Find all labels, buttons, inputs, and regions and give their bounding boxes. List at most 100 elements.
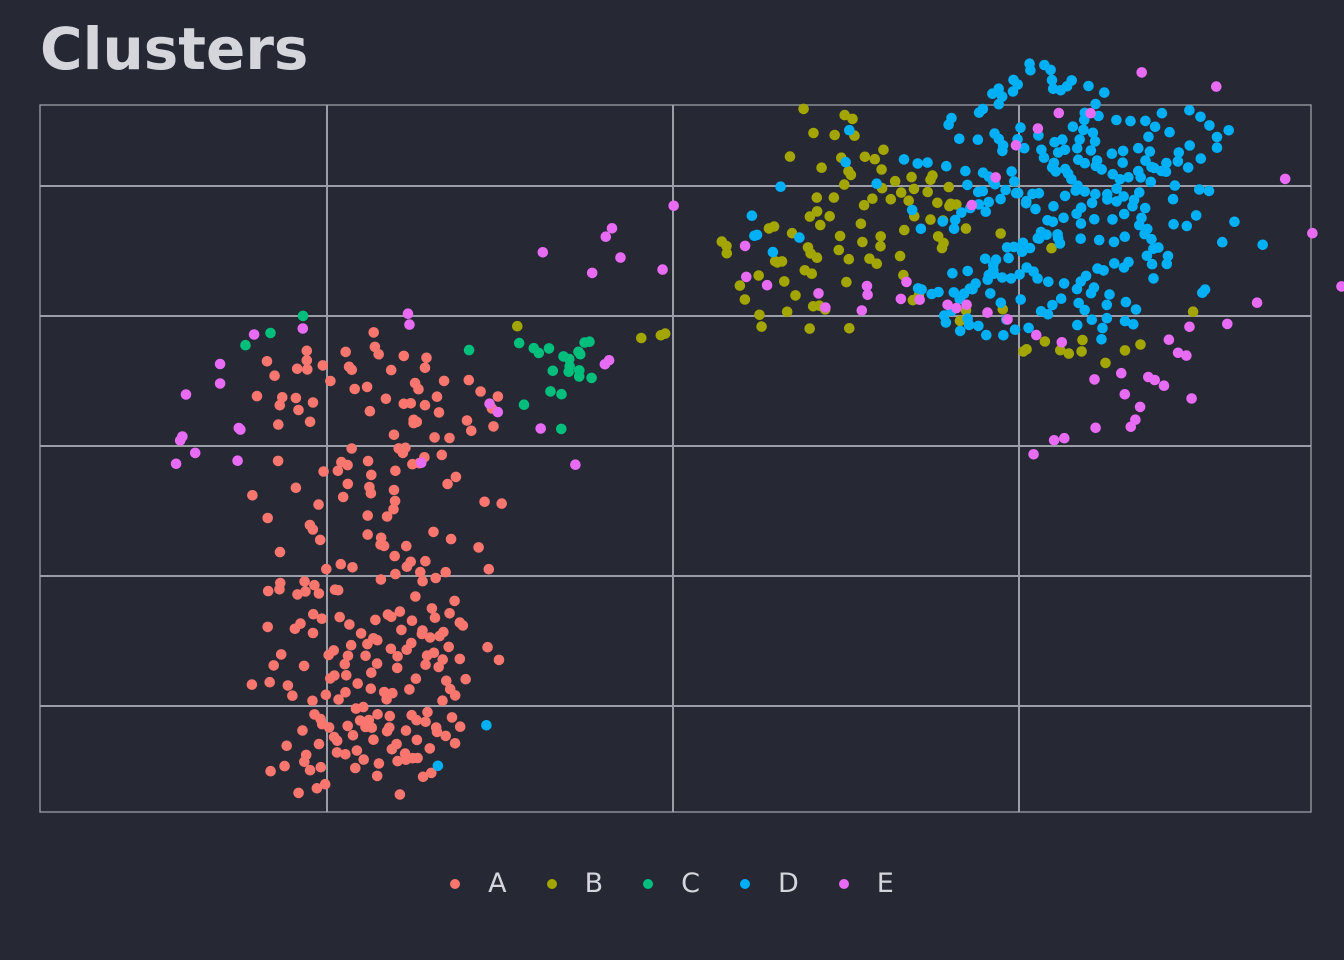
data-point-d bbox=[973, 107, 985, 118]
data-point-e bbox=[862, 289, 873, 301]
data-point-a bbox=[411, 734, 423, 746]
data-point-b bbox=[1119, 345, 1131, 356]
data-point-a bbox=[362, 638, 373, 650]
data-point-a bbox=[415, 566, 426, 578]
data-point-e bbox=[248, 329, 260, 340]
data-point-a bbox=[321, 563, 332, 575]
data-point-e bbox=[1119, 389, 1131, 400]
data-point-a bbox=[347, 730, 359, 741]
data-point-b bbox=[876, 164, 887, 175]
data-point-a bbox=[290, 392, 302, 404]
data-point-e bbox=[1222, 318, 1233, 330]
data-point-a bbox=[381, 511, 393, 522]
data-point-c bbox=[573, 371, 585, 382]
data-point-d bbox=[1036, 144, 1047, 156]
legend-label: A bbox=[488, 868, 507, 899]
data-point-d bbox=[1019, 142, 1030, 154]
data-point-e bbox=[1125, 421, 1137, 433]
data-point-a bbox=[399, 748, 411, 759]
data-point-d bbox=[775, 181, 786, 192]
chart-title: Clusters bbox=[40, 15, 309, 83]
data-point-d bbox=[1161, 258, 1173, 270]
data-point-e bbox=[297, 323, 309, 334]
data-point-d bbox=[1085, 145, 1097, 156]
data-point-d bbox=[1118, 208, 1130, 220]
data-point-d bbox=[987, 88, 998, 99]
data-point-a bbox=[424, 632, 436, 643]
data-point-b bbox=[808, 127, 819, 139]
legend-swatch bbox=[838, 878, 849, 889]
data-point-a bbox=[360, 650, 371, 662]
data-point-a bbox=[262, 621, 274, 633]
data-point-a bbox=[441, 675, 452, 687]
data-point-e bbox=[982, 307, 993, 318]
data-point-d bbox=[1184, 105, 1195, 116]
data-point-a bbox=[309, 579, 320, 591]
data-point-e bbox=[600, 231, 612, 242]
data-point-b bbox=[811, 252, 823, 263]
data-point-a bbox=[446, 712, 458, 723]
data-point-d bbox=[954, 325, 966, 337]
data-point-d bbox=[1111, 196, 1122, 207]
data-point-a bbox=[299, 576, 310, 587]
data-point-d bbox=[1027, 188, 1038, 200]
data-point-a bbox=[457, 620, 469, 631]
data-point-e bbox=[856, 305, 868, 316]
data-point-d bbox=[1146, 258, 1158, 270]
data-point-b bbox=[790, 290, 801, 301]
data-point-a bbox=[247, 490, 258, 501]
data-point-a bbox=[381, 726, 393, 737]
data-point-d bbox=[1087, 127, 1099, 139]
data-point-d bbox=[1089, 136, 1101, 147]
data-point-e bbox=[416, 457, 427, 469]
data-point-d bbox=[1148, 273, 1159, 284]
data-point-d bbox=[1057, 134, 1068, 145]
data-point-c bbox=[575, 349, 586, 360]
data-point-b bbox=[875, 231, 886, 242]
data-point-a bbox=[406, 709, 418, 721]
data-point-d bbox=[956, 207, 967, 218]
data-point-a bbox=[304, 764, 316, 776]
data-point-a bbox=[308, 608, 319, 620]
data-point-a bbox=[293, 787, 304, 799]
data-point-a bbox=[337, 491, 349, 503]
plot-area bbox=[39, 104, 1312, 813]
data-point-d bbox=[1030, 203, 1041, 215]
data-point-a bbox=[293, 404, 304, 416]
data-point-e bbox=[232, 455, 243, 467]
data-point-a bbox=[281, 740, 293, 752]
data-point-a bbox=[335, 558, 347, 570]
data-point-d bbox=[1181, 220, 1193, 232]
data-point-b bbox=[763, 223, 775, 234]
data-point-d bbox=[1041, 229, 1052, 240]
data-point-d bbox=[1090, 160, 1102, 172]
data-point-a bbox=[304, 416, 316, 428]
data-point-e bbox=[1172, 347, 1184, 359]
data-point-d bbox=[1097, 322, 1108, 334]
data-point-a bbox=[372, 634, 383, 646]
data-point-d bbox=[1016, 246, 1028, 258]
data-point-b bbox=[932, 197, 943, 209]
data-point-d bbox=[1140, 155, 1151, 166]
data-point-e bbox=[586, 267, 598, 279]
data-point-a bbox=[341, 670, 352, 681]
data-point-b bbox=[807, 301, 819, 312]
data-point-d bbox=[977, 167, 989, 178]
data-point-d bbox=[1000, 184, 1011, 196]
data-point-b bbox=[824, 211, 835, 222]
data-point-d bbox=[1090, 188, 1101, 200]
data-point-d bbox=[977, 185, 989, 197]
data-point-d bbox=[1119, 231, 1131, 242]
data-point-c bbox=[513, 337, 525, 349]
data-point-d bbox=[432, 760, 444, 772]
data-point-a bbox=[430, 572, 442, 584]
data-point-a bbox=[362, 510, 374, 521]
data-point-d bbox=[1145, 176, 1157, 188]
data-point-d bbox=[947, 268, 958, 279]
data-point-e bbox=[657, 264, 668, 275]
data-point-a bbox=[368, 327, 380, 338]
data-point-a bbox=[394, 789, 406, 800]
data-point-d bbox=[1160, 166, 1172, 177]
data-point-e bbox=[1186, 393, 1197, 404]
data-point-a bbox=[373, 349, 385, 360]
